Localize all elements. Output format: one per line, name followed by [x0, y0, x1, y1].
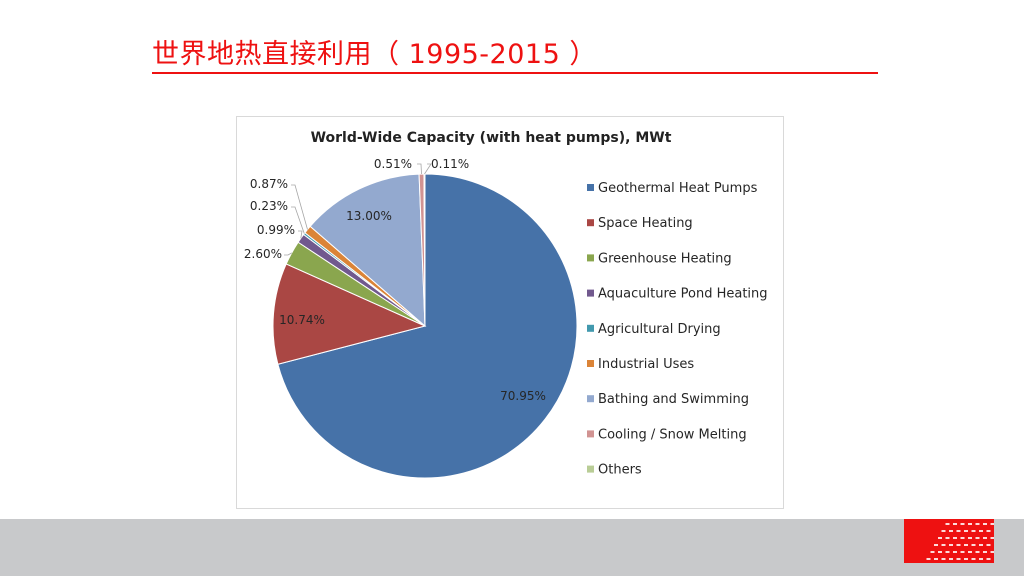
logo-mark: [904, 519, 998, 563]
leader-line: [298, 230, 303, 239]
leader-line: [417, 163, 422, 175]
logo: [904, 519, 998, 563]
chart-canvas: World-Wide Capacity (with heat pumps), M…: [244, 130, 768, 479]
leader-line: [291, 184, 308, 230]
chart-title: World-Wide Capacity (with heat pumps), M…: [311, 130, 672, 146]
legend-swatch: [587, 254, 594, 262]
legend-item: Agricultural Drying: [598, 322, 721, 337]
leader-line: [424, 163, 432, 175]
pie-slices: [272, 173, 578, 479]
data-label: 0.51%: [374, 157, 412, 171]
data-labels: 70.95% 10.74% 2.60% 0.99% 0.23% 0.87% 13.00% 0.…: [244, 157, 546, 403]
legend-item: Cooling / Snow Melting: [598, 427, 747, 442]
pie-slice: [272, 263, 427, 365]
legend-item: Aquaculture Pond Heating: [598, 287, 768, 302]
pie-slice: [309, 173, 426, 328]
legend-swatch: [587, 360, 594, 367]
data-label: 13.00%: [346, 209, 392, 223]
legend-item: Geothermal Heat Pumps: [598, 181, 758, 196]
legend-swatch: [587, 395, 594, 403]
legend: Geothermal Heat Pumps Space Heating Greenh…: [587, 181, 768, 478]
legend-swatch: [587, 465, 594, 473]
legend-item: Space Heating: [598, 216, 693, 231]
legend-item: Industrial Uses: [598, 357, 694, 372]
data-label: 10.74%: [279, 313, 325, 327]
legend-swatch: [587, 324, 594, 332]
data-label: 0.99%: [257, 223, 295, 237]
footer-bar: [0, 519, 1024, 576]
legend-swatch: [587, 289, 594, 297]
leader-line: [284, 252, 292, 256]
legend-item: Bathing and Swimming: [598, 392, 749, 407]
pie-chart: World-Wide Capacity (with heat pumps), M…: [236, 116, 784, 509]
leader-line: [291, 206, 305, 234]
legend-swatch: [587, 219, 594, 227]
data-label: 0.11%: [431, 157, 469, 171]
data-label: 2.60%: [244, 247, 282, 261]
legend-swatch: [587, 430, 594, 438]
pie-slice: [423, 173, 426, 327]
legend-item: Greenhouse Heating: [598, 251, 732, 266]
legend-item: Others: [598, 463, 642, 478]
data-label: 70.95%: [500, 389, 546, 403]
title-underline: [152, 72, 878, 74]
pie-slice: [277, 173, 578, 479]
data-label: 0.23%: [250, 199, 288, 213]
legend-swatch: [587, 184, 594, 191]
slide-title: 世界地热直接利用（ 1995-2015 ）: [152, 39, 597, 70]
data-label: 0.87%: [250, 177, 288, 191]
